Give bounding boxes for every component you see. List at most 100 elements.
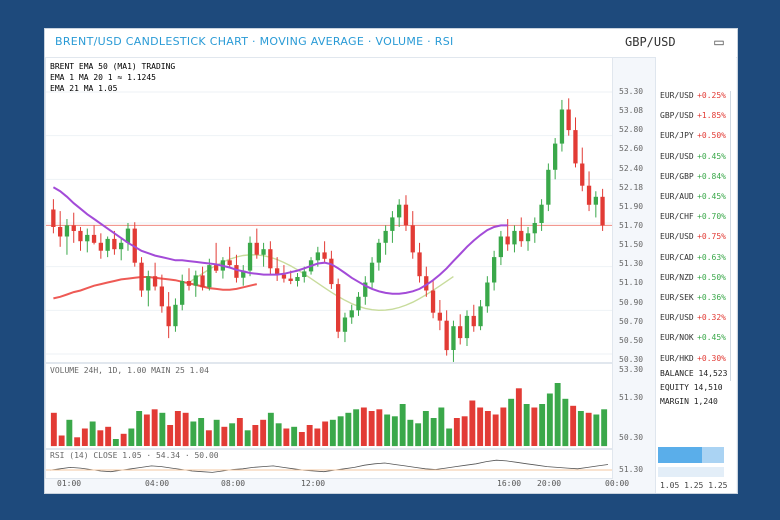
candle-down xyxy=(417,252,422,277)
volume-bar xyxy=(422,411,429,446)
quote-change: +0.45% xyxy=(697,333,726,343)
volume-bar xyxy=(58,435,65,446)
quote-row[interactable]: EUR/USD +0.75% xyxy=(656,232,736,252)
candle-down xyxy=(186,281,192,286)
candle-down xyxy=(600,196,605,226)
candle-up xyxy=(397,204,402,218)
quote-change: +0.45% xyxy=(697,151,726,161)
candle-up xyxy=(369,262,375,283)
quote-row[interactable]: EUR/JPY +0.50% xyxy=(656,131,736,151)
symbol-label[interactable]: GBP/USD xyxy=(625,35,676,49)
quote-pair: EUR/HKD xyxy=(660,353,694,363)
candle-up xyxy=(105,238,110,251)
quote-row[interactable]: EUR/GBP +0.84% xyxy=(656,172,736,192)
candle-up xyxy=(146,276,151,291)
volume-bar xyxy=(190,421,197,446)
volume-bar xyxy=(539,404,546,446)
volume-bar xyxy=(322,421,329,446)
volume-bar xyxy=(159,412,166,447)
quote-row[interactable]: EUR/CAD +0.63% xyxy=(656,253,736,273)
quote-row[interactable]: EUR/USD +0.32% xyxy=(656,313,736,333)
quote-row[interactable]: GBP/USD +1.85% xyxy=(656,111,736,131)
volume-bar xyxy=(376,409,383,447)
volume-axis-label: 50.30 xyxy=(619,433,644,442)
candle-down xyxy=(200,275,205,288)
volume-bar xyxy=(593,414,600,446)
volume-bar xyxy=(508,398,515,447)
candle-down xyxy=(166,306,171,327)
candle-up xyxy=(125,228,131,243)
volume-bar xyxy=(213,419,220,447)
window-restore-icon[interactable]: ▭ xyxy=(713,35,725,49)
volume-bar xyxy=(477,407,484,446)
time-axis-label: 04:00 xyxy=(145,479,170,488)
volume-chart[interactable] xyxy=(46,364,612,448)
price-axis-label: 52.18 xyxy=(619,182,644,192)
candle-up xyxy=(464,315,470,339)
candle-up xyxy=(498,236,503,258)
candle-down xyxy=(152,276,158,287)
oscillator-panel[interactable]: RSI (14) CLOSE 1.05 · 54.34 · 50.00 xyxy=(45,449,613,479)
volume-bar xyxy=(360,407,367,446)
candle-up xyxy=(64,225,70,237)
quote-row[interactable]: EUR/CHF +0.70% xyxy=(656,212,736,232)
candle-down xyxy=(403,204,409,226)
quote-change: +0.70% xyxy=(697,212,726,222)
rsi-line xyxy=(49,459,609,473)
candle-down xyxy=(471,315,476,327)
volume-bar xyxy=(120,433,127,447)
volume-bar xyxy=(81,428,88,446)
volume-bar xyxy=(570,405,577,447)
candle-up xyxy=(315,252,320,261)
quote-row[interactable]: EUR/USD +0.45% xyxy=(656,152,736,172)
price-axis-label: 52.40 xyxy=(619,163,644,173)
quote-change: +0.36% xyxy=(697,293,726,302)
candle-down xyxy=(573,130,578,164)
candle-down xyxy=(71,225,76,231)
volume-bar xyxy=(221,426,228,447)
volume-bar xyxy=(205,430,212,447)
quote-pair: EUR/JPY xyxy=(660,131,694,141)
trade-button[interactable] xyxy=(658,447,724,463)
volume-bar xyxy=(484,411,491,446)
quote-row[interactable]: EUR/NZD +0.50% xyxy=(656,273,736,293)
candle-up xyxy=(593,196,598,205)
price-axis[interactable]: 53.30 53.08 52.80 52.60 52.40 52.18 51.90 51.70… xyxy=(613,57,653,364)
legend-text-3: EMA 21 MA 1.05 xyxy=(50,84,118,93)
volume-bar xyxy=(298,432,305,446)
volume-bar xyxy=(291,426,298,447)
volume-bar xyxy=(554,383,561,446)
volume-bar xyxy=(151,409,158,447)
quote-row[interactable]: EUR/AUD +0.45% xyxy=(656,192,736,212)
volume-bar xyxy=(345,412,352,447)
volume-bar xyxy=(585,412,592,447)
candle-up xyxy=(193,275,198,286)
volume-bar xyxy=(492,414,499,446)
candle-up xyxy=(559,109,565,144)
quote-row[interactable]: EUR/USD +0.25% xyxy=(656,91,736,111)
candle-up xyxy=(532,223,537,234)
quote-row[interactable]: EUR/HKD +0.30% xyxy=(656,354,736,374)
candle-down xyxy=(281,274,287,279)
quote-row[interactable]: EUR/NOK +0.45% xyxy=(656,333,736,353)
volume-bar xyxy=(260,419,267,447)
price-chart-panel[interactable]: BRENT EMA 50 (MA1) TRADING EMA 1 MA 20 1… xyxy=(45,57,613,363)
volume-bar xyxy=(306,425,313,446)
quote-pair: EUR/USD xyxy=(660,232,694,242)
legend-text-2: EMA 1 MA 20 1 ≈ 1.1245 xyxy=(50,73,156,82)
volume-panel[interactable]: VOLUME 24H, 1D, 1.00 MAIN 25 1.04 xyxy=(45,363,613,449)
candle-up xyxy=(363,282,368,297)
volume-bar xyxy=(562,398,569,447)
legend-line-1: BRENT EMA 50 (MA1) TRADING xyxy=(50,62,175,71)
candle-up xyxy=(539,204,544,223)
quote-row[interactable]: EUR/SEK +0.36% xyxy=(656,293,736,313)
margin-line: MARGIN 1,240 xyxy=(660,397,718,406)
candle-down xyxy=(336,284,341,332)
volume-bar xyxy=(407,419,414,447)
price-chart[interactable] xyxy=(46,58,612,362)
watchlist-scrollbar[interactable] xyxy=(730,91,731,381)
trade-input-bar[interactable] xyxy=(658,467,724,477)
volume-bar xyxy=(89,421,96,446)
oscillator-chart[interactable] xyxy=(46,450,612,478)
oscillator-title: RSI (14) CLOSE 1.05 · 54.34 · 50.00 xyxy=(50,451,219,460)
